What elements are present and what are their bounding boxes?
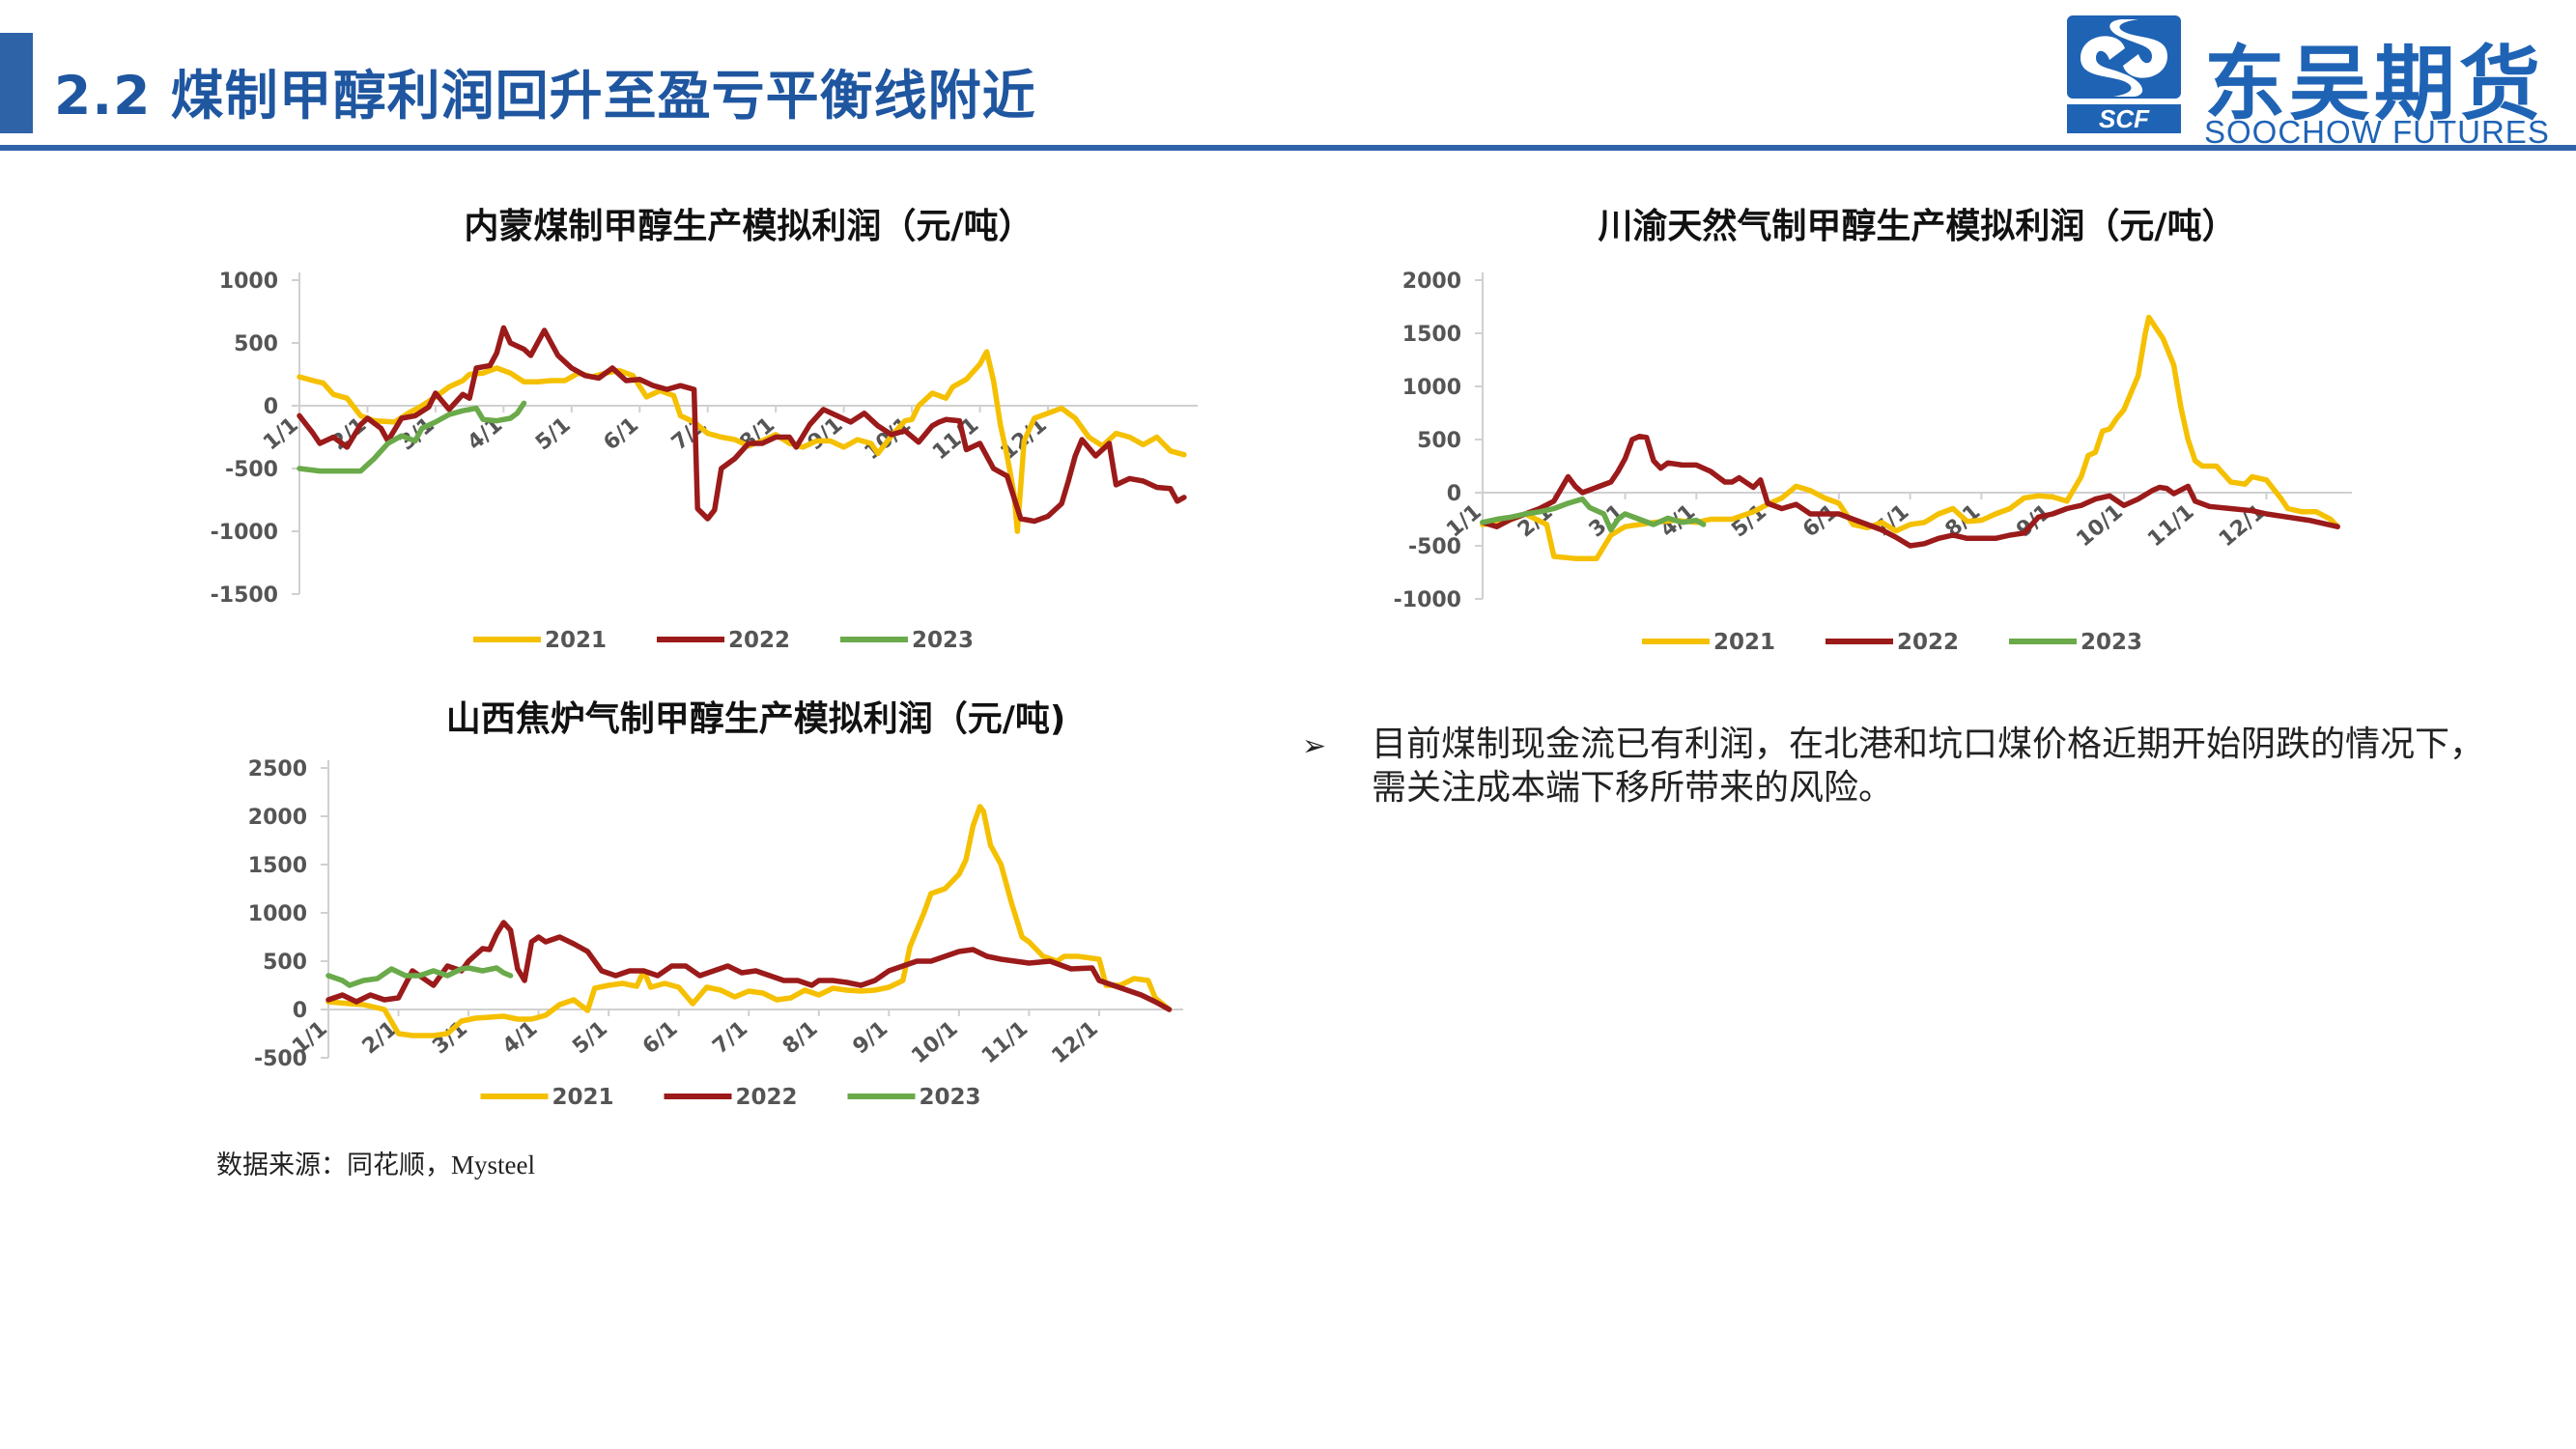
y-tick-label: -500 (225, 458, 278, 482)
legend-entry-2022: 2022 (657, 628, 790, 653)
chart-svg-sx: 山西焦炉气制甲醇生产模拟利润（元/吨) 2500 2000 1500 1000 500 0 -… (248, 699, 1183, 1110)
legend-label: 2021 (552, 1085, 614, 1110)
legend-entry-2023: 2023 (2009, 630, 2142, 655)
chart-shanxi-coke-oven-gas: 山西焦炉气制甲醇生产模拟利润（元/吨) 2500 2000 1500 1000 500 0 -… (198, 686, 1222, 1140)
arrow-bullet-icon: ➢ (1302, 729, 1327, 763)
legend-label: 2021 (545, 628, 607, 653)
logo-mark-icon: SCF (2067, 15, 2181, 133)
title-accent-bar (0, 33, 33, 133)
y-tick-label: 1000 (248, 902, 307, 926)
legend-entry-2022: 2022 (664, 1085, 798, 1110)
series-line-2021 (297, 349, 1187, 534)
x-tick-label: 8/1 (778, 1016, 823, 1059)
legend-label: 2023 (912, 628, 974, 653)
legend-label: 2022 (728, 628, 790, 653)
series-line-2022 (1480, 433, 2340, 549)
series-line-2023 (326, 965, 514, 988)
series-line-2023 (297, 400, 527, 474)
chart-title: 川渝天然气制甲醇生产模拟利润（元/吨） (1598, 206, 2236, 246)
y-tick-label: 500 (263, 951, 307, 975)
x-tick-label: 6/1 (1798, 499, 1843, 542)
x-tick-label: 10/1 (907, 1016, 962, 1068)
x-tick-label: 11/1 (2143, 499, 2198, 552)
x-tick-label: 7/1 (708, 1016, 752, 1059)
logo-english-name: SOOCHOW FUTURES (2204, 114, 2550, 150)
y-tick-label: 2000 (248, 806, 307, 830)
x-tick-label: 6/1 (599, 412, 643, 455)
y-tick-label: 1000 (219, 270, 278, 294)
y-tick-label: 1000 (1402, 376, 1461, 400)
series-line-2022 (326, 920, 1173, 1012)
legend-label: 2022 (736, 1085, 798, 1110)
chart-inner-mongolia-coal: 内蒙煤制甲醇生产模拟利润（元/吨） 1000 500 0 -500 -1000 -1500 1… (184, 193, 1207, 657)
y-tick-label: 1500 (248, 854, 307, 878)
slide-title: 2.2 煤制甲醇利润回升至盈亏平衡线附近 (54, 65, 1036, 127)
x-tick-label: 9/1 (849, 1016, 893, 1059)
legend-entry-2021: 2021 (1642, 630, 1775, 655)
legend-label: 2023 (920, 1085, 981, 1110)
y-tick-label: -500 (1408, 535, 1461, 559)
x-tick-label: 6/1 (638, 1016, 683, 1059)
legend-label: 2022 (1897, 630, 1959, 655)
y-tick-label: -1500 (211, 583, 278, 608)
x-tick-label: 5/1 (531, 412, 576, 455)
y-tick-label: 2500 (248, 757, 307, 781)
legend-label: 2023 (2081, 630, 2142, 655)
svg-text:SCF: SCF (2099, 104, 2150, 133)
y-tick-label: 2000 (1402, 270, 1461, 294)
y-tick-label: 0 (264, 395, 278, 419)
series-line-2021 (326, 804, 1173, 1038)
chart-chuanyu-natgas: 川渝天然气制甲醇生产模拟利润（元/吨） 2000 1500 1000 500 0 -500 -… (1347, 193, 2371, 657)
x-tick-label: 5/1 (568, 1016, 612, 1059)
chart-title: 山西焦炉气制甲醇生产模拟利润（元/吨) (446, 699, 1066, 739)
chart-title: 内蒙煤制甲醇生产模拟利润（元/吨） (464, 207, 1033, 246)
y-tick-label: 0 (293, 999, 307, 1023)
legend-entry-2022: 2022 (1826, 630, 1959, 655)
title-divider (0, 145, 2576, 151)
legend-label: 2021 (1713, 630, 1775, 655)
y-tick-label: -500 (254, 1047, 307, 1071)
chart-svg-nm: 内蒙煤制甲醇生产模拟利润（元/吨） 1000 500 0 -500 -1000 -1500 1… (211, 207, 1198, 653)
x-tick-label: 4/1 (498, 1016, 543, 1059)
x-tick-label: 11/1 (977, 1016, 1033, 1068)
series-line-2023 (1480, 496, 1707, 533)
y-tick-label: 0 (1447, 482, 1461, 506)
chart-svg-cy: 川渝天然气制甲醇生产模拟利润（元/吨） 2000 1500 1000 500 0 -500 -… (1394, 206, 2352, 655)
y-tick-label: 500 (234, 332, 278, 356)
commentary-text: 目前煤制现金流已有利润，在北港和坑口煤价格近期开始阴跌的情况下，需关注成本端下移… (1372, 724, 2485, 808)
y-tick-label: -1000 (211, 521, 278, 545)
x-tick-label: 1/1 (259, 412, 303, 455)
company-logo: SCF 东吴期货 SOOCHOW FUTURES (2067, 15, 2550, 150)
data-source-note: 数据来源：同花顺，Mysteel (216, 1151, 535, 1179)
legend-entry-2023: 2023 (847, 1085, 981, 1110)
legend-entry-2021: 2021 (480, 1085, 614, 1110)
y-tick-label: 1500 (1402, 323, 1461, 347)
logo-chinese-name: 东吴期货 (2204, 37, 2545, 131)
legend-entry-2023: 2023 (840, 628, 974, 653)
x-tick-label: 2/1 (358, 1016, 403, 1059)
series-line-2022 (297, 325, 1187, 525)
y-tick-label: 500 (1417, 429, 1461, 453)
y-tick-label: -1000 (1394, 588, 1461, 612)
legend-entry-2021: 2021 (473, 628, 607, 653)
x-tick-label: 12/1 (1047, 1016, 1102, 1068)
